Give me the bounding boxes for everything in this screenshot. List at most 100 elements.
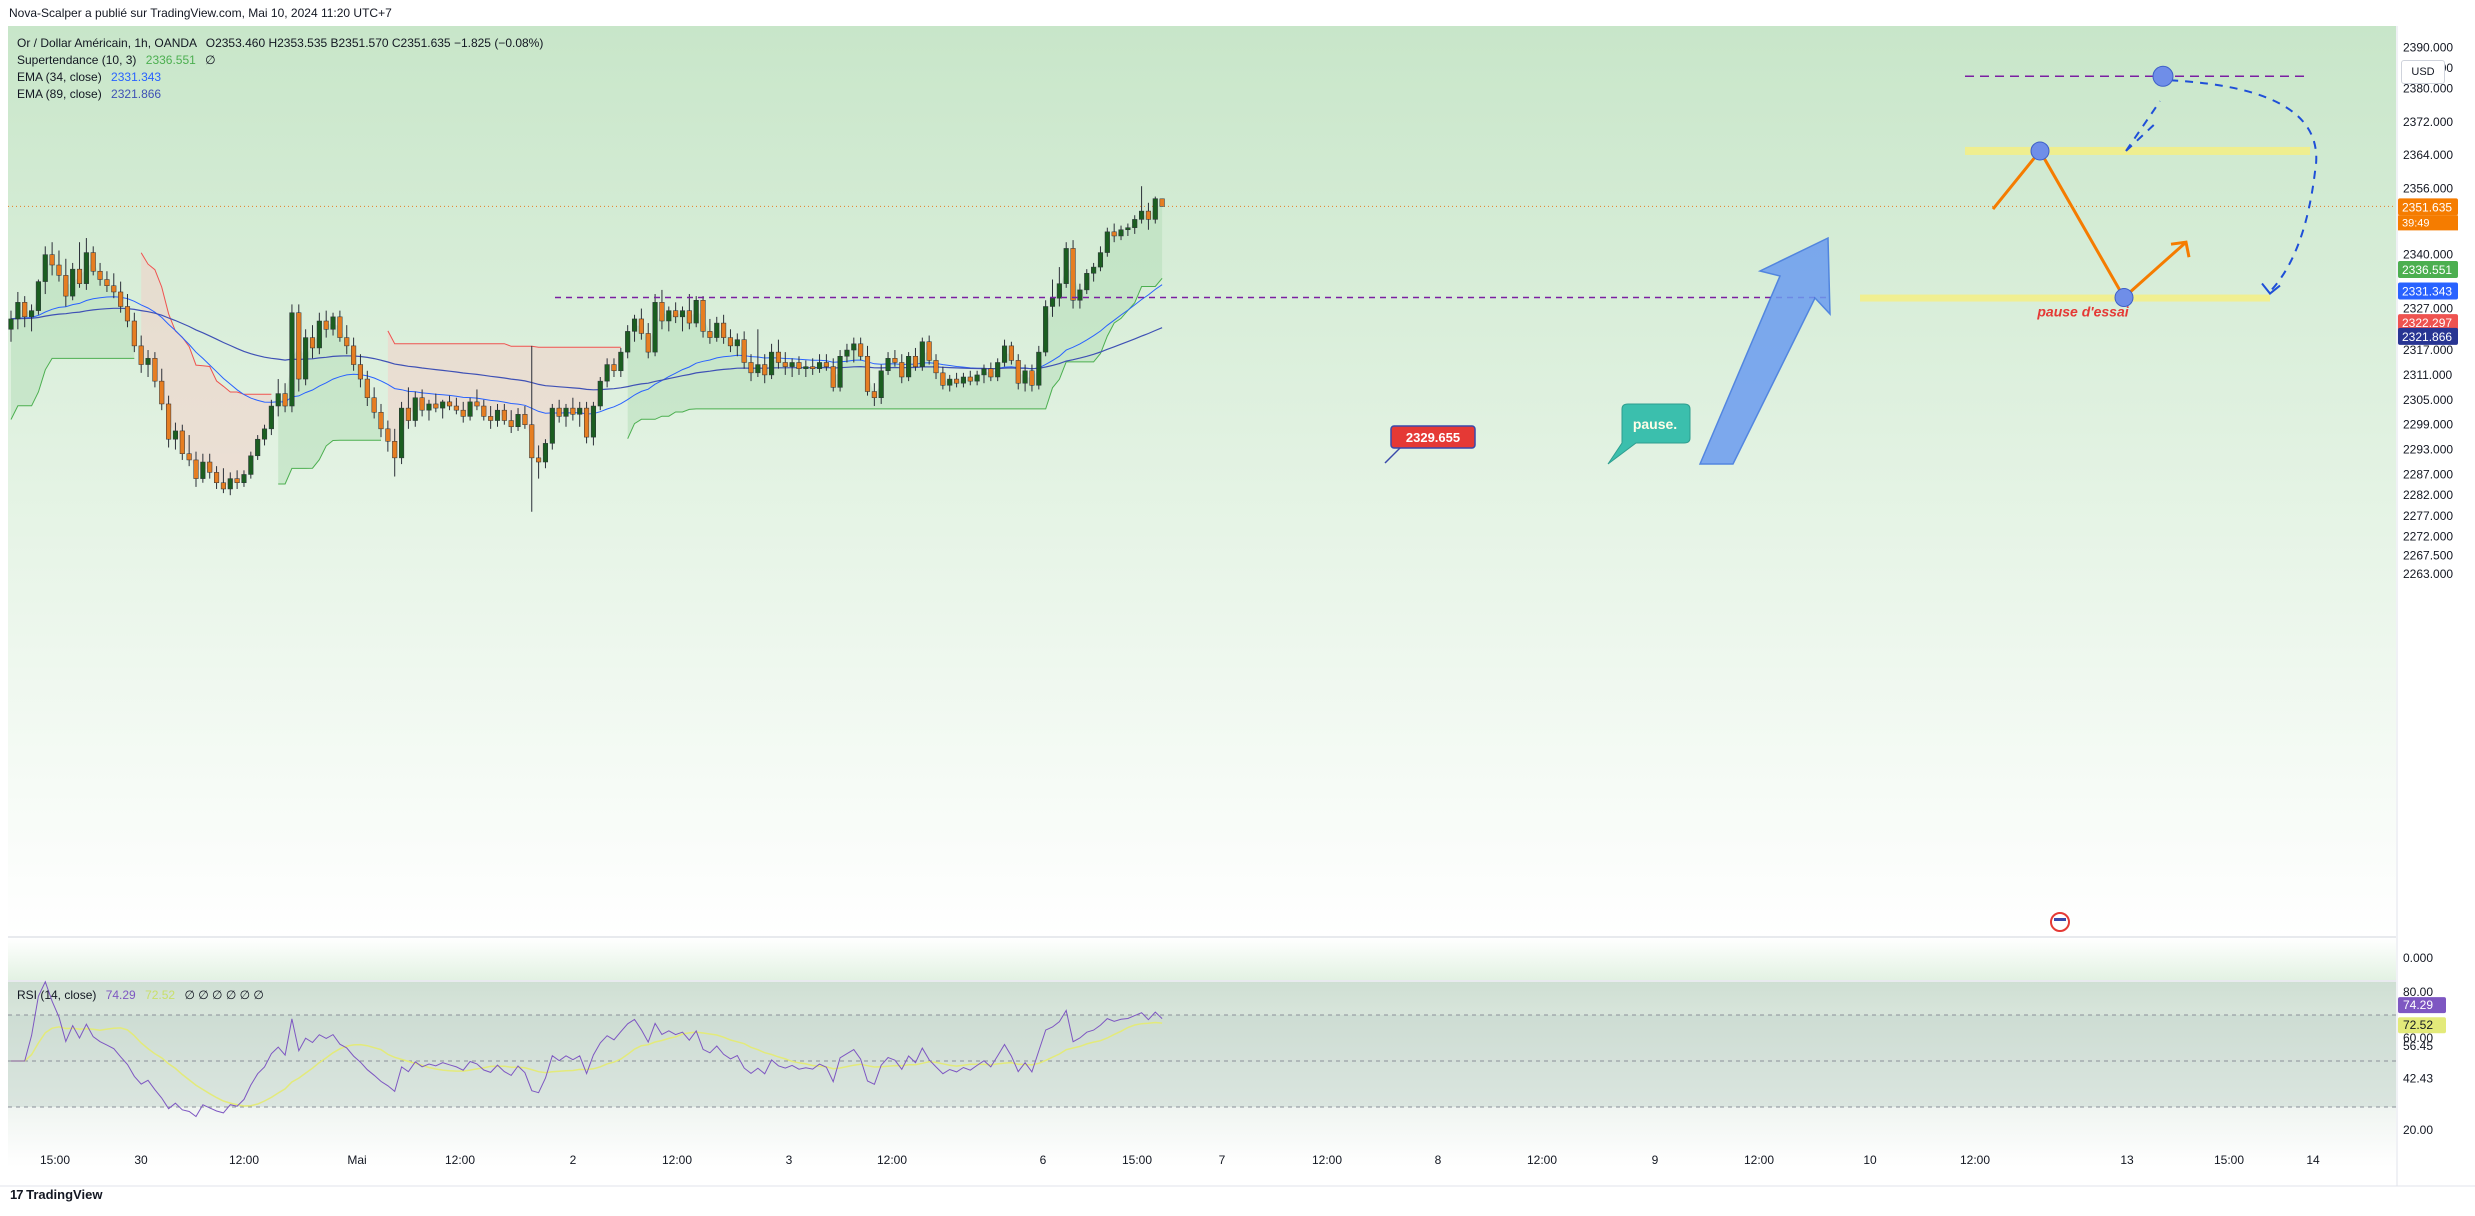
- legend-supertrend[interactable]: Supertendance (10, 3) 2336.551 ∅: [17, 53, 216, 67]
- price-pane-bg: [8, 26, 2396, 936]
- candle-body: [494, 409, 501, 421]
- projection-path: [1991, 148, 2187, 300]
- countdown-tag: [2398, 215, 2458, 231]
- supertrend-up-fill: [627, 202, 1163, 439]
- time-tick-label: 14: [2306, 1153, 2320, 1167]
- time-tick-label: 15:00: [40, 1153, 70, 1167]
- publisher-text: Nova-Scalper a publié sur TradingView.co…: [9, 6, 392, 20]
- projection-arrowhead: [2170, 240, 2191, 258]
- candle-body: [385, 428, 391, 442]
- candle-body: [488, 416, 494, 421]
- target-zone: [1965, 146, 2310, 155]
- candle-body: [76, 268, 83, 284]
- level-label-pointer: [1384, 447, 1401, 464]
- price-chart[interactable]: 2329.655 pause. pause d'essai 2390.000 2 3 8 5…: [0, 26, 2475, 1211]
- candle-body: [145, 358, 151, 365]
- candle-body: [974, 374, 980, 382]
- candle-body: [268, 405, 274, 430]
- candle-body: [70, 268, 76, 297]
- time-tick-label: 12:00: [662, 1153, 692, 1167]
- tradingview-logo[interactable]: 17 TradingView: [10, 1187, 102, 1202]
- pause-callout-bubble: [1607, 403, 1691, 465]
- candle-body: [549, 407, 555, 444]
- target-dash-up: [2125, 121, 2158, 152]
- supertrend-up-line: [278, 439, 381, 485]
- ohlc-values: O2353.460 H2353.535 B2351.570 C2351.635 …: [205, 36, 544, 50]
- candle-body: [255, 438, 261, 457]
- chart-area[interactable]: 2329.655 pause. pause d'essai 2390.000 2 3 8 5…: [0, 26, 2475, 1211]
- candle-body: [378, 411, 384, 430]
- last-price-tag: [2398, 198, 2458, 216]
- candle-body: [1145, 210, 1151, 220]
- candle-body: [1029, 370, 1035, 386]
- upper-band-tag: [2398, 314, 2458, 332]
- candle-body: [440, 401, 446, 409]
- candle-body: [1001, 345, 1008, 363]
- legend-ema89[interactable]: EMA (89, close) 2321.866: [17, 87, 161, 101]
- volume-pane-bg: [8, 938, 2396, 980]
- time-tick-label: 9: [1652, 1153, 1659, 1167]
- supertrend-up-line: [10, 357, 135, 420]
- rsi-tick-label: 80.00: [2403, 985, 2433, 999]
- candle-body: [131, 320, 137, 347]
- candle-body: [364, 378, 370, 398]
- candle-body: [906, 356, 912, 378]
- candle-body: [433, 403, 439, 409]
- candle-body: [357, 364, 364, 380]
- candle-body: [995, 362, 1001, 378]
- target-marker-2: [2152, 65, 2174, 87]
- candle-body: [207, 461, 213, 473]
- price-tick-label: 2277.000: [2403, 509, 2453, 523]
- target-dash-arrowhead: [2261, 282, 2281, 295]
- candle-body: [111, 285, 117, 293]
- target-marker-1: [2030, 141, 2050, 161]
- level-label: 2329.655: [1384, 425, 1476, 464]
- candle-body: [1084, 273, 1090, 291]
- supertrend-extra: ∅: [205, 53, 216, 67]
- candle-body: [542, 443, 549, 463]
- candle-body: [172, 430, 178, 440]
- candle-body: [83, 252, 89, 284]
- candle-body: [645, 333, 651, 353]
- candle-body: [467, 401, 473, 417]
- candle-body: [769, 351, 775, 376]
- candle-body: [337, 316, 343, 338]
- target-dash-arc: [2169, 79, 2318, 293]
- candle-body: [899, 362, 905, 378]
- rsi-tick-label: 42.43: [2403, 1071, 2433, 1085]
- candle-body: [830, 366, 836, 388]
- candle-body: [29, 310, 35, 318]
- time-tick-label: 10: [1863, 1153, 1877, 1167]
- supertrend-down-line: [140, 252, 272, 395]
- price-tick-label: 2380.000: [2403, 82, 2453, 96]
- candle-body: [227, 478, 233, 490]
- legend-ema34[interactable]: EMA (34, close) 2331.343: [17, 70, 161, 84]
- candle-body: [152, 358, 158, 382]
- price-tick-label: 2267.500: [2403, 548, 2453, 562]
- ema34-value: 2331.343: [111, 70, 162, 84]
- candle-body: [220, 482, 226, 490]
- candle-body: [926, 341, 932, 361]
- time-tick-label: Mai: [347, 1153, 366, 1167]
- candle-body: [399, 407, 405, 459]
- candle-body: [912, 356, 919, 367]
- candle-body: [1091, 266, 1097, 274]
- rsi-value: 74.29: [105, 988, 136, 1002]
- candle-body: [303, 337, 309, 380]
- time-tick-label: 3: [786, 1153, 793, 1167]
- candle-body: [1152, 198, 1158, 220]
- candle-body: [1159, 198, 1165, 207]
- legend-rsi[interactable]: RSI (14, close) 74.29 72.52 ∅ ∅ ∅ ∅ ∅ ∅: [17, 988, 264, 1002]
- candle-body: [837, 356, 843, 388]
- candle-body: [289, 312, 295, 407]
- candle-body: [563, 407, 569, 417]
- candle-body: [419, 397, 425, 411]
- currency-button[interactable]: USD: [2401, 60, 2445, 84]
- rsi-tick-label: 60.00: [2403, 1031, 2433, 1045]
- tradingview-logo-icon: 17: [10, 1187, 24, 1202]
- candle-body: [446, 401, 453, 407]
- candle-body: [960, 376, 966, 384]
- rsi-tag-text: 74.29: [2403, 998, 2433, 1012]
- price-tick-label: 2390.000: [2403, 40, 2453, 54]
- price-tick-label: 2317.000: [2403, 343, 2453, 357]
